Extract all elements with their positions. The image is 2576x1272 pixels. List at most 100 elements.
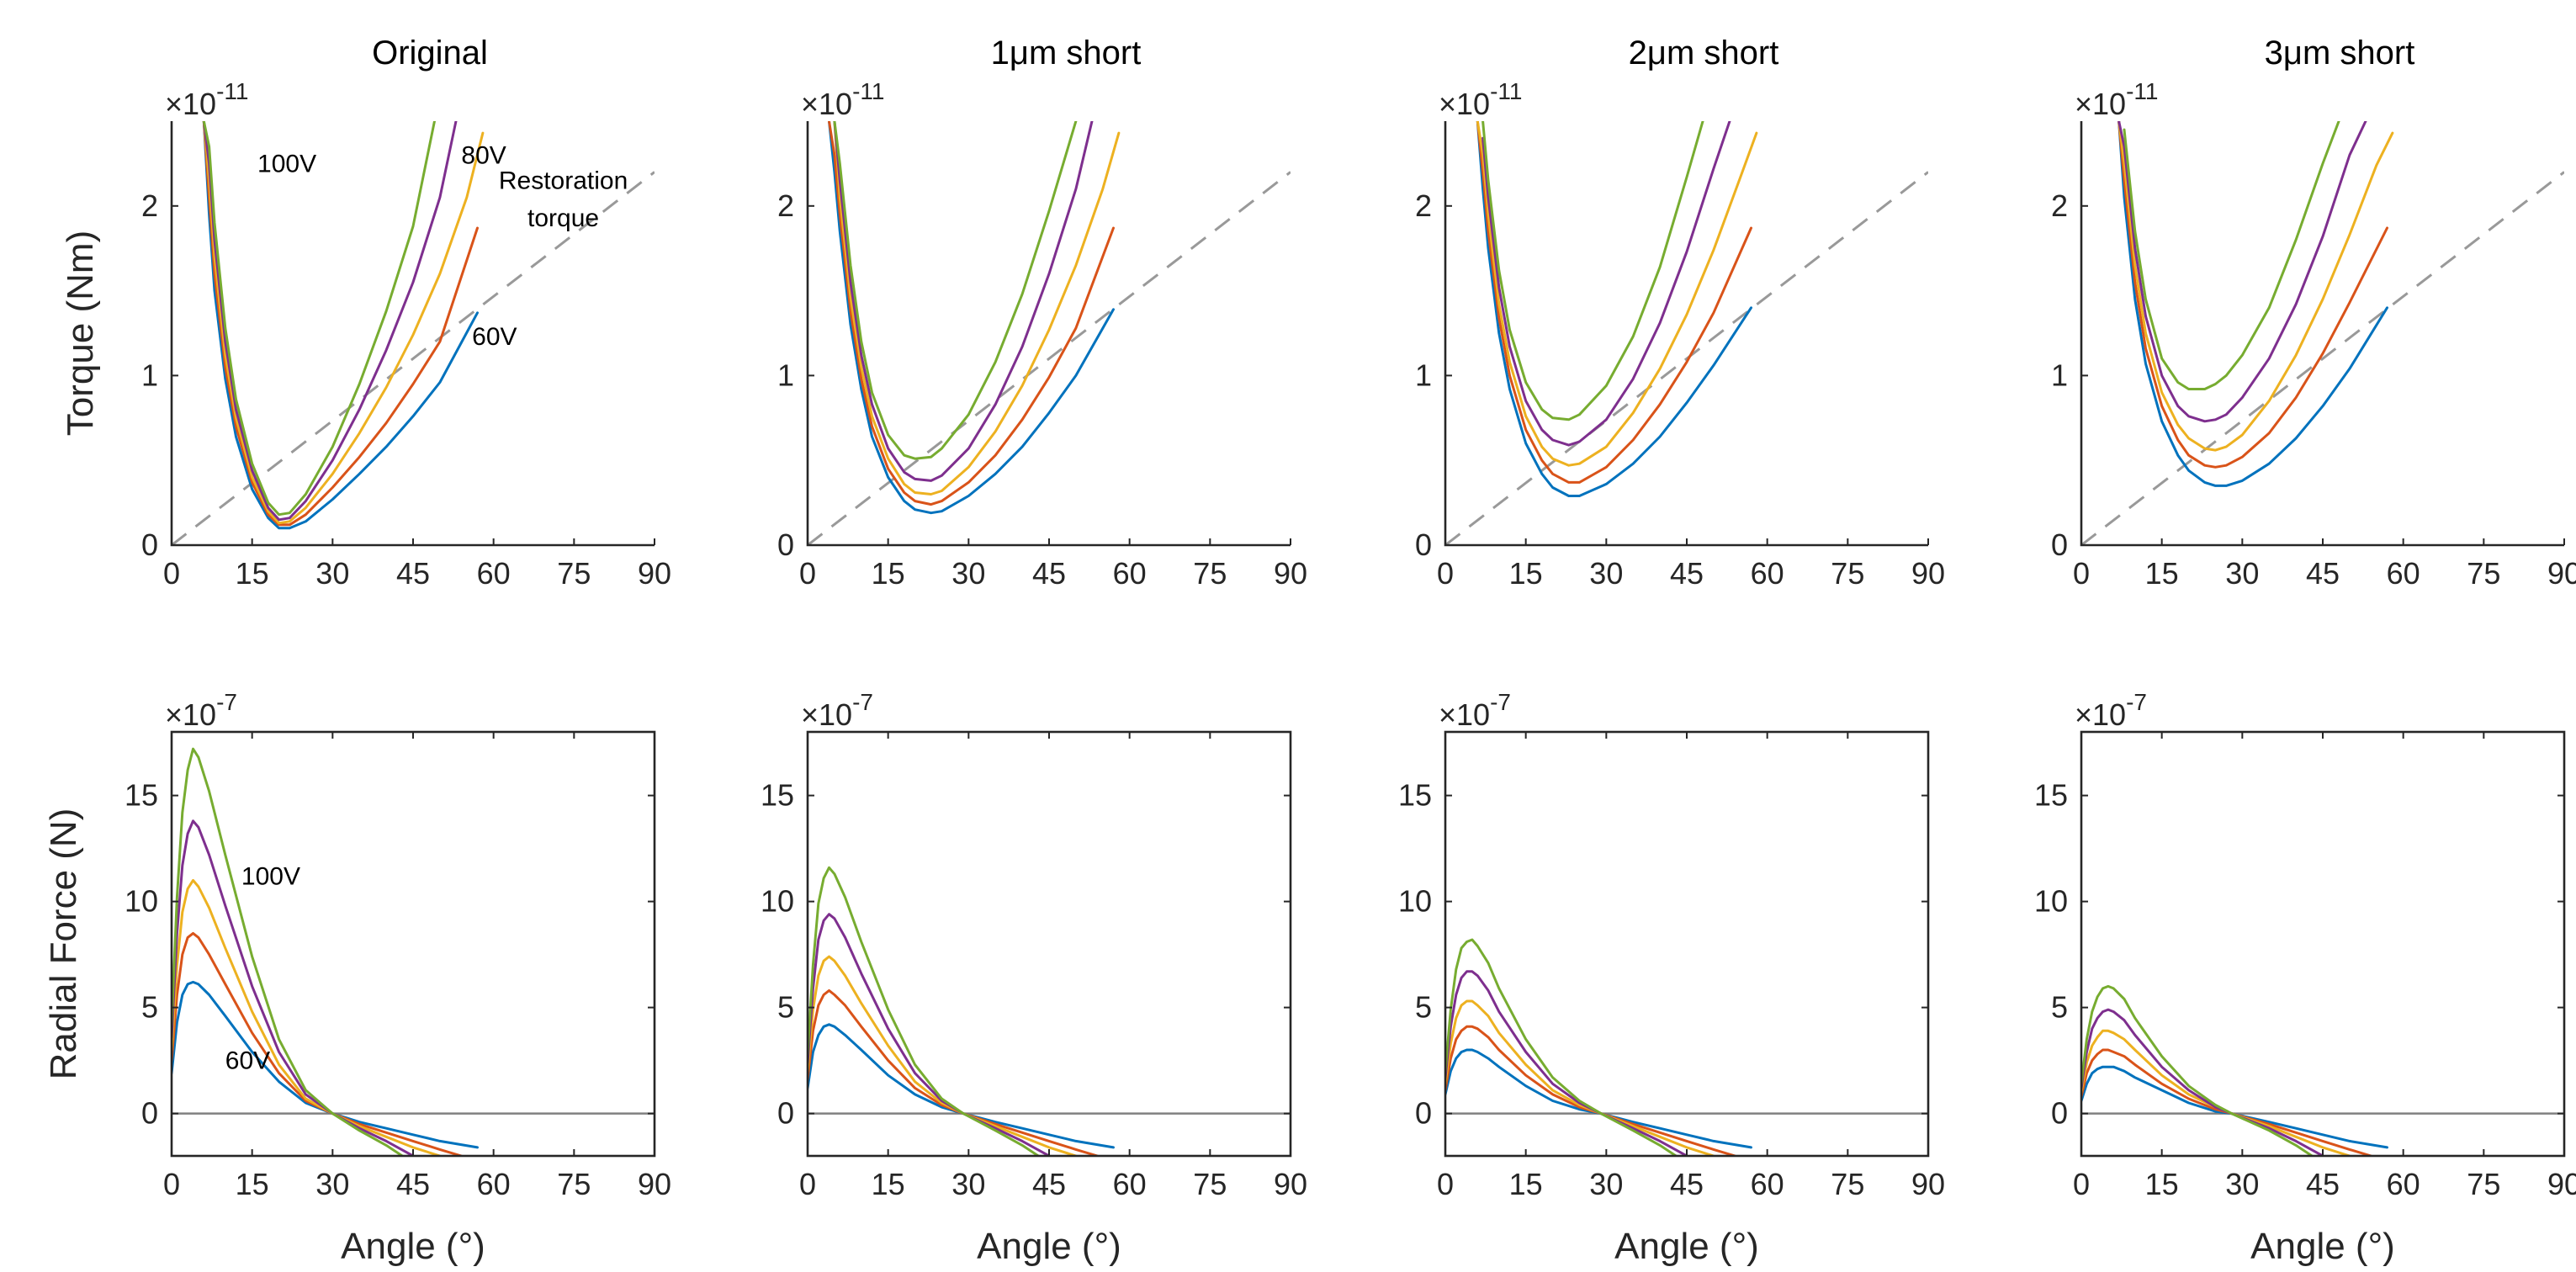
x-tick-label: 0 xyxy=(799,556,816,591)
series-line-1 xyxy=(172,980,479,1149)
x-tick-label: 75 xyxy=(2467,1167,2500,1201)
series-line-2 xyxy=(1445,1025,1736,1156)
y-tick-label: 15 xyxy=(1398,778,1432,813)
axes-box xyxy=(170,730,656,1158)
series-line-5 xyxy=(172,747,404,1156)
plot-area xyxy=(2081,121,2564,545)
x-tick-label: 90 xyxy=(1911,556,1945,591)
y-tick-label: 10 xyxy=(2034,884,2068,919)
x-tick-label: 45 xyxy=(1670,1167,1704,1201)
y-tick-label: 0 xyxy=(777,527,794,562)
x-tick-label: 45 xyxy=(2306,1167,2340,1201)
x-tick-label: 30 xyxy=(2225,556,2259,591)
x-tick-label: 0 xyxy=(163,556,180,591)
annotation-label: 60V xyxy=(472,323,517,351)
chart-panel-2: 0 15 30 45 60 75 90 0 1 2 ×10-11 1μm short xyxy=(777,34,1307,591)
series-line-2 xyxy=(172,931,463,1156)
annotation-label: 100V xyxy=(241,862,300,890)
y-tick-label: 2 xyxy=(2051,188,2068,223)
x-tick-label: 60 xyxy=(1751,1167,1784,1201)
series-line-3 xyxy=(808,955,1078,1156)
panel-title: 3μm short xyxy=(2265,34,2415,72)
series-line-1 xyxy=(828,121,1115,515)
annotation-label: Restoration xyxy=(499,167,628,195)
annotation-label: 60V xyxy=(225,1047,270,1075)
x-tick-label: 30 xyxy=(315,556,349,591)
x-tick-label: 30 xyxy=(951,556,985,591)
x-tick-label: 75 xyxy=(1831,556,1864,591)
annotation-label: 80V xyxy=(461,141,506,169)
plot-area xyxy=(1445,938,1928,1156)
y-tick-label: 2 xyxy=(777,188,794,223)
x-tick-label: 75 xyxy=(557,556,591,591)
x-tick-label: 45 xyxy=(396,1167,430,1201)
series-line-3 xyxy=(172,878,442,1156)
axis-exponent-label: ×10-7 xyxy=(1439,689,1511,732)
panel-title: 1μm short xyxy=(991,34,1142,72)
plot-area xyxy=(172,747,655,1156)
x-tick-label: 90 xyxy=(1274,556,1307,591)
y-tick-label: 1 xyxy=(777,358,794,392)
y-tick-label: 0 xyxy=(141,1096,158,1131)
y-tick-label: 10 xyxy=(125,884,158,919)
x-tick-label: 30 xyxy=(951,1167,985,1201)
x-tick-label: 90 xyxy=(1274,1167,1307,1201)
x-tick-label: 0 xyxy=(1437,556,1454,591)
x-tick-label: 30 xyxy=(1589,556,1623,591)
x-tick-label: 15 xyxy=(2145,556,2179,591)
chart-panel-6: 0 15 30 45 60 75 90 0 5 10 15 ×10-7 Angle (°) xyxy=(761,689,1307,1267)
series-line-3 xyxy=(833,121,1121,496)
y-tick-label: 2 xyxy=(141,188,158,223)
y-tick-label: 15 xyxy=(125,778,158,813)
series-line-5 xyxy=(808,866,1040,1156)
axes-frame xyxy=(806,121,1291,547)
series-line-4 xyxy=(808,913,1051,1156)
x-tick-label: 60 xyxy=(2387,1167,2420,1201)
x-tick-label: 15 xyxy=(1509,1167,1543,1201)
x-axis-title: Angle (°) xyxy=(2250,1226,2395,1267)
axes-box xyxy=(2080,730,2566,1158)
x-tick-label: 60 xyxy=(1751,556,1784,591)
x-tick-label: 15 xyxy=(872,1167,905,1201)
series-line-5 xyxy=(2123,121,2340,390)
chart-panel-1: 0 15 30 45 60 75 90 0 1 2 ×10-11 Original Torque (Nm… xyxy=(60,34,671,591)
y-tick-label: 1 xyxy=(2051,358,2068,392)
series-line-1 xyxy=(1445,1048,1752,1149)
x-tick-label: 90 xyxy=(638,1167,671,1201)
series-line-3 xyxy=(1445,999,1715,1156)
axis-exponent-label: ×10-11 xyxy=(1439,78,1522,121)
axis-exponent-label: ×10-11 xyxy=(801,78,884,121)
plot-area xyxy=(2081,984,2564,1156)
y-tick-label: 0 xyxy=(1415,527,1432,562)
y-tick-label: 15 xyxy=(2034,778,2068,813)
y-tick-label: 1 xyxy=(141,358,158,392)
series-line-1 xyxy=(2081,1065,2388,1149)
axes-box xyxy=(806,730,1292,1158)
x-tick-label: 45 xyxy=(396,556,430,591)
x-tick-label: 15 xyxy=(2145,1167,2179,1201)
series-line-3 xyxy=(2118,121,2394,452)
series-line-3 xyxy=(2081,1029,2351,1156)
x-tick-label: 60 xyxy=(477,1167,511,1201)
x-tick-label: 90 xyxy=(638,556,671,591)
y-tick-label: 0 xyxy=(2051,1096,2068,1131)
series-line-1 xyxy=(2118,121,2388,487)
x-tick-label: 75 xyxy=(1193,556,1227,591)
y-tick-label: 5 xyxy=(777,990,794,1025)
x-tick-label: 75 xyxy=(2467,556,2500,591)
x-tick-label: 75 xyxy=(1193,1167,1227,1201)
series-line-5 xyxy=(1481,121,1704,421)
series-line-2 xyxy=(1476,121,1752,484)
restoration-torque-line xyxy=(808,171,1291,545)
y-tick-label: 2 xyxy=(1415,188,1432,223)
x-tick-label: 45 xyxy=(2306,556,2340,591)
series-line-5 xyxy=(1445,938,1678,1156)
x-tick-label: 60 xyxy=(2387,556,2420,591)
y-axis-title: Radial Force (N) xyxy=(43,808,84,1080)
series-line-2 xyxy=(828,121,1115,506)
y-tick-label: 5 xyxy=(2051,990,2068,1025)
axis-exponent-label: ×10-11 xyxy=(165,78,248,121)
x-tick-label: 90 xyxy=(2547,1167,2576,1201)
y-tick-label: 10 xyxy=(761,884,794,919)
